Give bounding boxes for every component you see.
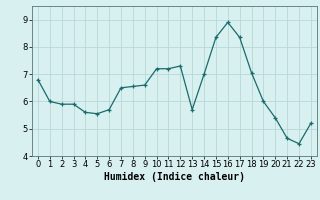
- X-axis label: Humidex (Indice chaleur): Humidex (Indice chaleur): [104, 172, 245, 182]
